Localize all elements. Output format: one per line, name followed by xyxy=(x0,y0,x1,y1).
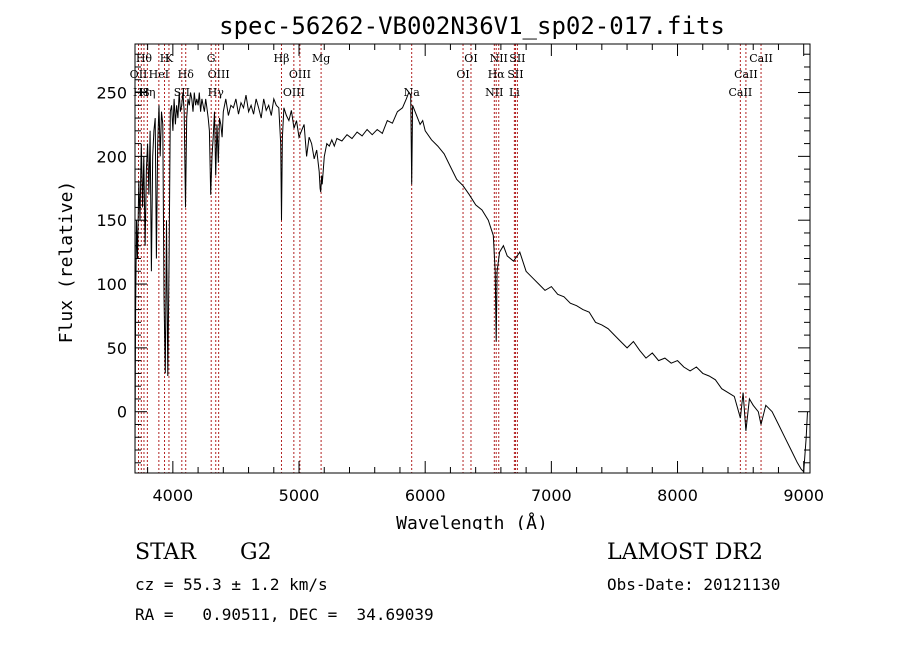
x-axis: 4000 5000 6000 7000 8000 9000 xyxy=(147,44,824,505)
obs-date: Obs-Date: 20121130 xyxy=(607,575,781,594)
y-axis-label: Flux (relative) xyxy=(56,181,77,344)
spectral-line-label: NII xyxy=(485,86,503,99)
spectral-line-label: G xyxy=(207,52,216,65)
spectral-line-label: SII xyxy=(507,68,523,81)
object-class: STAR xyxy=(135,540,196,565)
spectral-line-label: Mg xyxy=(312,52,330,65)
x-tick-label: 9000 xyxy=(783,486,824,505)
x-tick-label: 6000 xyxy=(405,486,446,505)
spectral-line-label: HeI xyxy=(149,68,169,81)
spectral-line-label: Hθ xyxy=(136,52,153,65)
spectral-line-label: OIII xyxy=(208,68,230,81)
y-tick-label: 150 xyxy=(96,211,127,230)
spectral-line-label: Hα xyxy=(488,68,506,81)
plot-frame xyxy=(134,43,811,474)
y-tick-label: 100 xyxy=(96,275,127,294)
object-subclass: G2 xyxy=(240,540,272,565)
spectral-line-label: OIII xyxy=(289,68,311,81)
y-tick-label: 50 xyxy=(107,339,127,358)
spectral-line-label: OI xyxy=(464,52,477,65)
spectral-line-label: Na xyxy=(404,86,421,99)
spectral-line-label: SII xyxy=(509,52,525,65)
spectral-line-label: Hγ xyxy=(208,86,225,99)
chart-title: spec-56262-VB002N36V1_sp02-017.fits xyxy=(219,12,725,40)
survey-label: LAMOST DR2 xyxy=(607,540,763,565)
y-axis: 0 50 100 150 200 250 xyxy=(96,53,810,464)
line-labels: OIIH8HθHηHeIHKSIIHδGHγOIIIHβOIIIOIIIMgNa… xyxy=(130,52,773,99)
spectral-line-label: Hη xyxy=(139,86,155,99)
x-tick-label: 4000 xyxy=(152,486,193,505)
y-tick-label: 200 xyxy=(96,147,127,166)
x-tick-label: 5000 xyxy=(279,486,320,505)
spectrum-line xyxy=(134,91,808,473)
spectral-line-label: CaII xyxy=(749,52,773,65)
spectral-line-label: Hδ xyxy=(178,68,195,81)
redshift-line: cz = 55.3 ± 1.2 km/s xyxy=(135,575,328,594)
spectral-line-label: OI xyxy=(456,68,469,81)
spectral-line-label: H xyxy=(160,52,170,65)
x-tick-label: 8000 xyxy=(657,486,698,505)
coordinates-line: RA = 0.90511, DEC = 34.69039 xyxy=(135,605,434,624)
x-axis-label: Wavelength (Å) xyxy=(396,512,548,530)
y-tick-label: 250 xyxy=(96,84,127,103)
spectral-line-label: CaII xyxy=(734,68,758,81)
spectral-line-label: OII xyxy=(130,68,148,81)
y-tick-label: 0 xyxy=(117,403,127,422)
line-markers xyxy=(138,44,762,473)
spectral-line-label: OIII xyxy=(283,86,305,99)
spectral-line-label: CaII xyxy=(729,86,753,99)
spectral-line-label: K xyxy=(165,52,174,65)
spectral-line-label: Hβ xyxy=(274,52,290,65)
spectral-line-label: Li xyxy=(509,86,520,99)
x-tick-label: 7000 xyxy=(531,486,572,505)
spectral-line-label: SII xyxy=(174,86,190,99)
spectrum-chart: spec-56262-VB002N36V1_sp02-017.fits OIIH… xyxy=(56,12,824,530)
spectral-line-label: NII xyxy=(490,52,508,65)
